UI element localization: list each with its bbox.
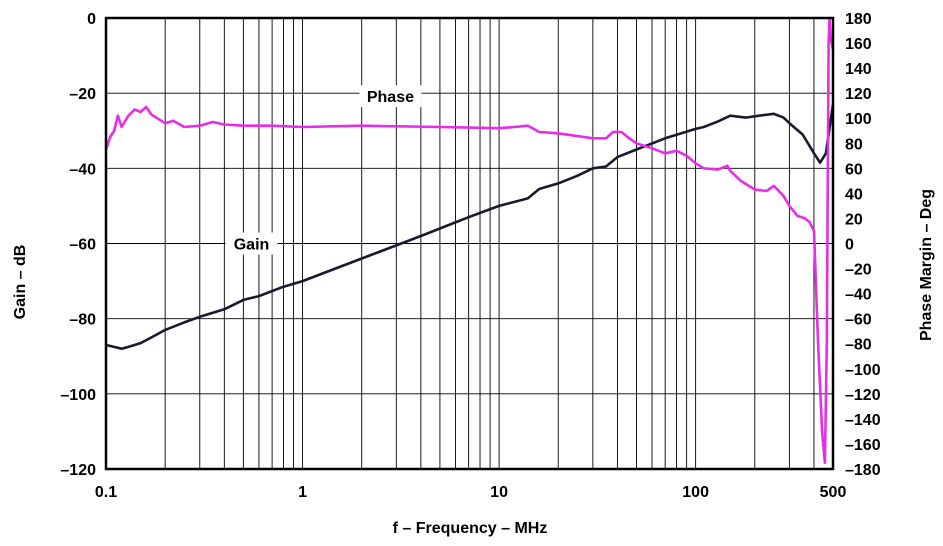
y2-tick-label: 0: [845, 237, 854, 254]
y2-tick-label: 40: [845, 186, 863, 203]
annotation-background: [225, 232, 278, 255]
y2-tick-label: –160: [845, 437, 881, 454]
annotation-phase-label: Phase: [367, 89, 414, 106]
y2-tick-label: 120: [845, 86, 872, 103]
curves: [104, 16, 835, 464]
y-tick-labels: 0 –20 –40 –60 –80 –100 –120: [60, 11, 96, 479]
y-tick-label: –80: [69, 312, 96, 329]
x-tick-label: 100: [682, 484, 709, 501]
x-tick-label: 500: [820, 484, 847, 501]
annotation-gain-label: Gain: [234, 237, 270, 254]
x-tick-label: 0.1: [95, 484, 117, 501]
x-tick-label: 1: [298, 484, 307, 501]
y2-tick-label: 140: [845, 61, 872, 78]
y2-tick-label: –60: [845, 312, 872, 329]
x-tick-label: 10: [490, 484, 508, 501]
y-tick-label: –20: [69, 86, 96, 103]
y-tick-label: –100: [60, 387, 96, 404]
y2-tick-label: –20: [845, 262, 872, 279]
y2-tick-label: –180: [845, 462, 881, 479]
y2-tick-label: –120: [845, 387, 881, 404]
x-axis-label: f – Frequency – MHz: [393, 520, 548, 537]
y-tick-label: –120: [60, 462, 96, 479]
series-gain-line: [105, 104, 835, 350]
y2-tick-label: 180: [845, 11, 872, 28]
y2-tick-label: –100: [845, 362, 881, 379]
y2-tick-label: 100: [845, 111, 872, 128]
y2-tick-label: 20: [845, 211, 863, 228]
y2-tick-label: –80: [845, 337, 872, 354]
annotation-background: [359, 85, 422, 108]
y2-tick-labels: 180 160 140 120 100 80 60 40 20 0 –20 –40 –60 –80 –100…: [845, 11, 881, 479]
y2-tick-label: –140: [845, 412, 881, 429]
y-tick-label: 0: [87, 11, 96, 28]
y-axis-label: Gain – dB: [12, 245, 29, 320]
plot-frame: [104, 16, 835, 471]
x-tick-labels: 0.1 1 10 100 500: [95, 484, 847, 501]
y-tick-label: –40: [69, 161, 96, 178]
series-phase-line: [104, 16, 835, 464]
annotations: Phase Gain: [225, 85, 422, 255]
grid: [106, 18, 833, 469]
y2-tick-label: –40: [845, 287, 872, 304]
y2-tick-label: 60: [845, 161, 863, 178]
y2-tick-label: 160: [845, 36, 872, 53]
y-tick-label: –60: [69, 237, 96, 254]
y2-tick-label: 80: [845, 136, 863, 153]
y2-axis-label: Phase Margin – Deg: [918, 189, 935, 341]
